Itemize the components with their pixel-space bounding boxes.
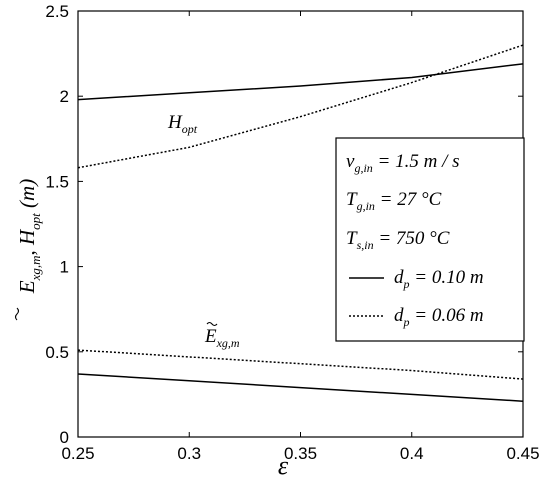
legend-condition-solid-temp: Ts,in = 750 °C [346, 228, 450, 252]
x-tick-label-0: 0.25 [61, 444, 94, 463]
plot-lines [77, 44, 524, 402]
y-axis-title: Exg,m, Hopt (m) [15, 179, 43, 294]
legend-condition-gas-temp: Tg,in = 27 °C [346, 189, 442, 213]
series-line-h_dotted [77, 44, 524, 169]
y-tick-label-4: 2 [60, 87, 69, 106]
exg-annotation-tilde [206, 321, 218, 327]
hopt-annotation-sub: opt [182, 122, 198, 136]
legend-box [335, 137, 525, 342]
x-tick-label-2: 0.35 [284, 444, 317, 463]
exg-annotation: Exg,m [204, 326, 240, 350]
exg-annotation-sub: xg,m [216, 336, 240, 350]
series-line-e_dotted [77, 349, 524, 380]
y-tick-label-1: 0.5 [45, 343, 69, 362]
y-axis-title-group: Exg,m, Hopt (m) [14, 179, 43, 321]
series-line-e_solid [77, 373, 524, 402]
legend-condition-velocity: vg,in = 1.5 m / s [346, 151, 460, 175]
legend: vg,in = 1.5 m / s Tg,in = 27 °C Ts,in = … [335, 137, 525, 342]
ticks: 0.25 0.3 0.35 0.4 0.45 0 0.5 1 1.5 2 2.5 [45, 2, 539, 463]
x-tick-label-3: 0.4 [400, 444, 424, 463]
legend-entry-dotted: dp = 0.06 m [394, 305, 484, 329]
series-line-h_solid [77, 63, 524, 101]
y-tick-label-3: 1.5 [45, 172, 69, 191]
x-tick-label-1: 0.3 [177, 444, 201, 463]
y-tick-label-0: 0 [60, 428, 69, 447]
exg-annotation-main: E [204, 326, 217, 347]
x-tick-label-4: 0.45 [506, 444, 539, 463]
y-tick-label-5: 2.5 [45, 2, 69, 21]
hopt-annotation: Hopt [167, 112, 198, 136]
y-axis-title-tilde [14, 307, 20, 321]
y-tick-label-2: 1 [60, 258, 69, 277]
x-axis-title: ε [278, 451, 289, 480]
hopt-annotation-main: H [167, 112, 183, 133]
legend-entry-solid: dp = 0.10 m [394, 267, 484, 291]
